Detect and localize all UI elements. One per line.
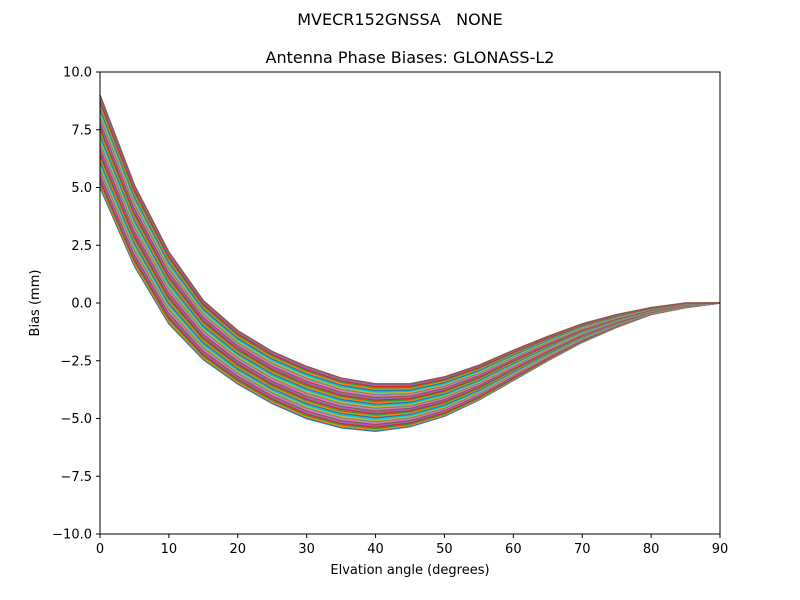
x-axis: 0 10 20 30 40 50 60 70 80 90 bbox=[96, 534, 728, 557]
x-axis-label: Elvation angle (degrees) bbox=[330, 563, 489, 578]
x-tick-label: 80 bbox=[643, 542, 660, 557]
y-tick-label: 2.5 bbox=[71, 239, 92, 254]
y-tick-label: 10.0 bbox=[63, 66, 92, 81]
y-tick-label: −2.5 bbox=[60, 354, 92, 369]
y-tick-label: 0.0 bbox=[71, 297, 92, 312]
y-tick-label: −7.5 bbox=[60, 470, 92, 485]
x-tick-label: 40 bbox=[367, 542, 384, 557]
y-tick-label: −5.0 bbox=[60, 412, 92, 427]
x-tick-label: 30 bbox=[298, 542, 315, 557]
y-tick-label: −10.0 bbox=[52, 528, 92, 543]
x-tick-label: 90 bbox=[712, 542, 729, 557]
x-tick-label: 10 bbox=[161, 542, 178, 557]
y-tick-label: 7.5 bbox=[71, 123, 92, 138]
x-tick-label: 20 bbox=[230, 542, 247, 557]
y-axis-label: Bias (mm) bbox=[28, 270, 43, 337]
series-line bbox=[99, 94, 720, 385]
series-layer bbox=[99, 94, 721, 432]
figure-suptitle: MVECR152GNSSA NONE bbox=[297, 10, 503, 29]
x-tick-label: 60 bbox=[505, 542, 522, 557]
y-axis: −10.0 −7.5 −5.0 −2.5 0.0 2.5 5.0 7.5 10.0 bbox=[52, 66, 100, 543]
x-tick-label: 0 bbox=[96, 542, 104, 557]
x-tick-label: 70 bbox=[574, 542, 591, 557]
x-tick-label: 50 bbox=[436, 542, 453, 557]
y-tick-label: 5.0 bbox=[71, 181, 92, 196]
chart-title: Antenna Phase Biases: GLONASS-L2 bbox=[265, 48, 555, 67]
